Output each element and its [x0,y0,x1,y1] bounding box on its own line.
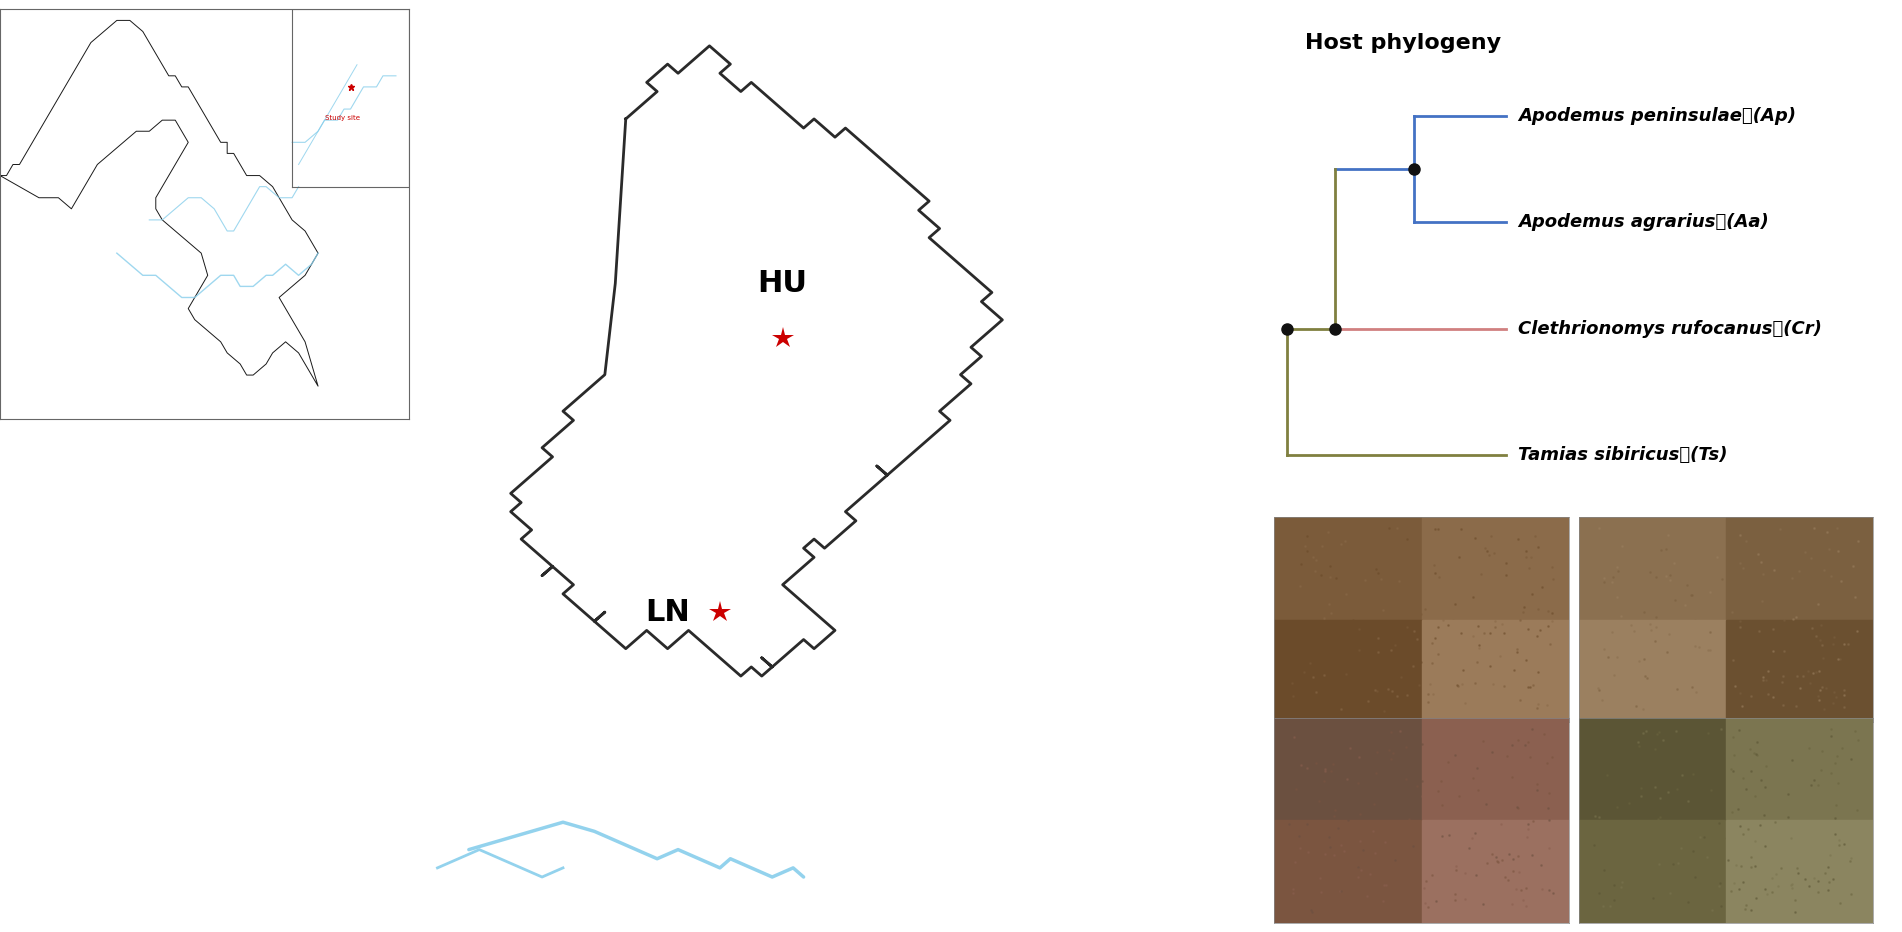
Text: Tamias sibiricus　(Ts): Tamias sibiricus (Ts) [1518,445,1727,464]
Bar [1274,718,1423,820]
Text: Clethrionomys rufocanus　(Cr): Clethrionomys rufocanus (Cr) [1518,320,1822,337]
Text: Aa: Aa [1712,736,1740,756]
Text: Ap: Ap [1407,736,1436,756]
Bar [1579,517,1727,620]
Bar [1727,718,1873,820]
Bar [1423,820,1569,923]
Bar [1423,718,1569,820]
Text: LN: LN [645,597,690,626]
Bar [1423,517,1569,620]
Text: Apodemus agrarius　(Aa): Apodemus agrarius (Aa) [1518,213,1769,231]
Text: Apodemus peninsulae　(Ap): Apodemus peninsulae (Ap) [1518,106,1795,125]
Text: Host phylogeny: Host phylogeny [1305,34,1501,53]
Bar [1579,620,1727,722]
Bar [1727,620,1873,722]
Bar [1727,517,1873,620]
Bar [1274,620,1423,722]
Bar [1274,517,1423,620]
Bar [1423,620,1569,722]
Bar [1727,820,1873,923]
Text: Study site: Study site [325,116,359,121]
Bar [1579,718,1727,820]
Bar [1274,820,1423,923]
Bar [1579,820,1727,923]
Text: HU: HU [757,268,808,298]
